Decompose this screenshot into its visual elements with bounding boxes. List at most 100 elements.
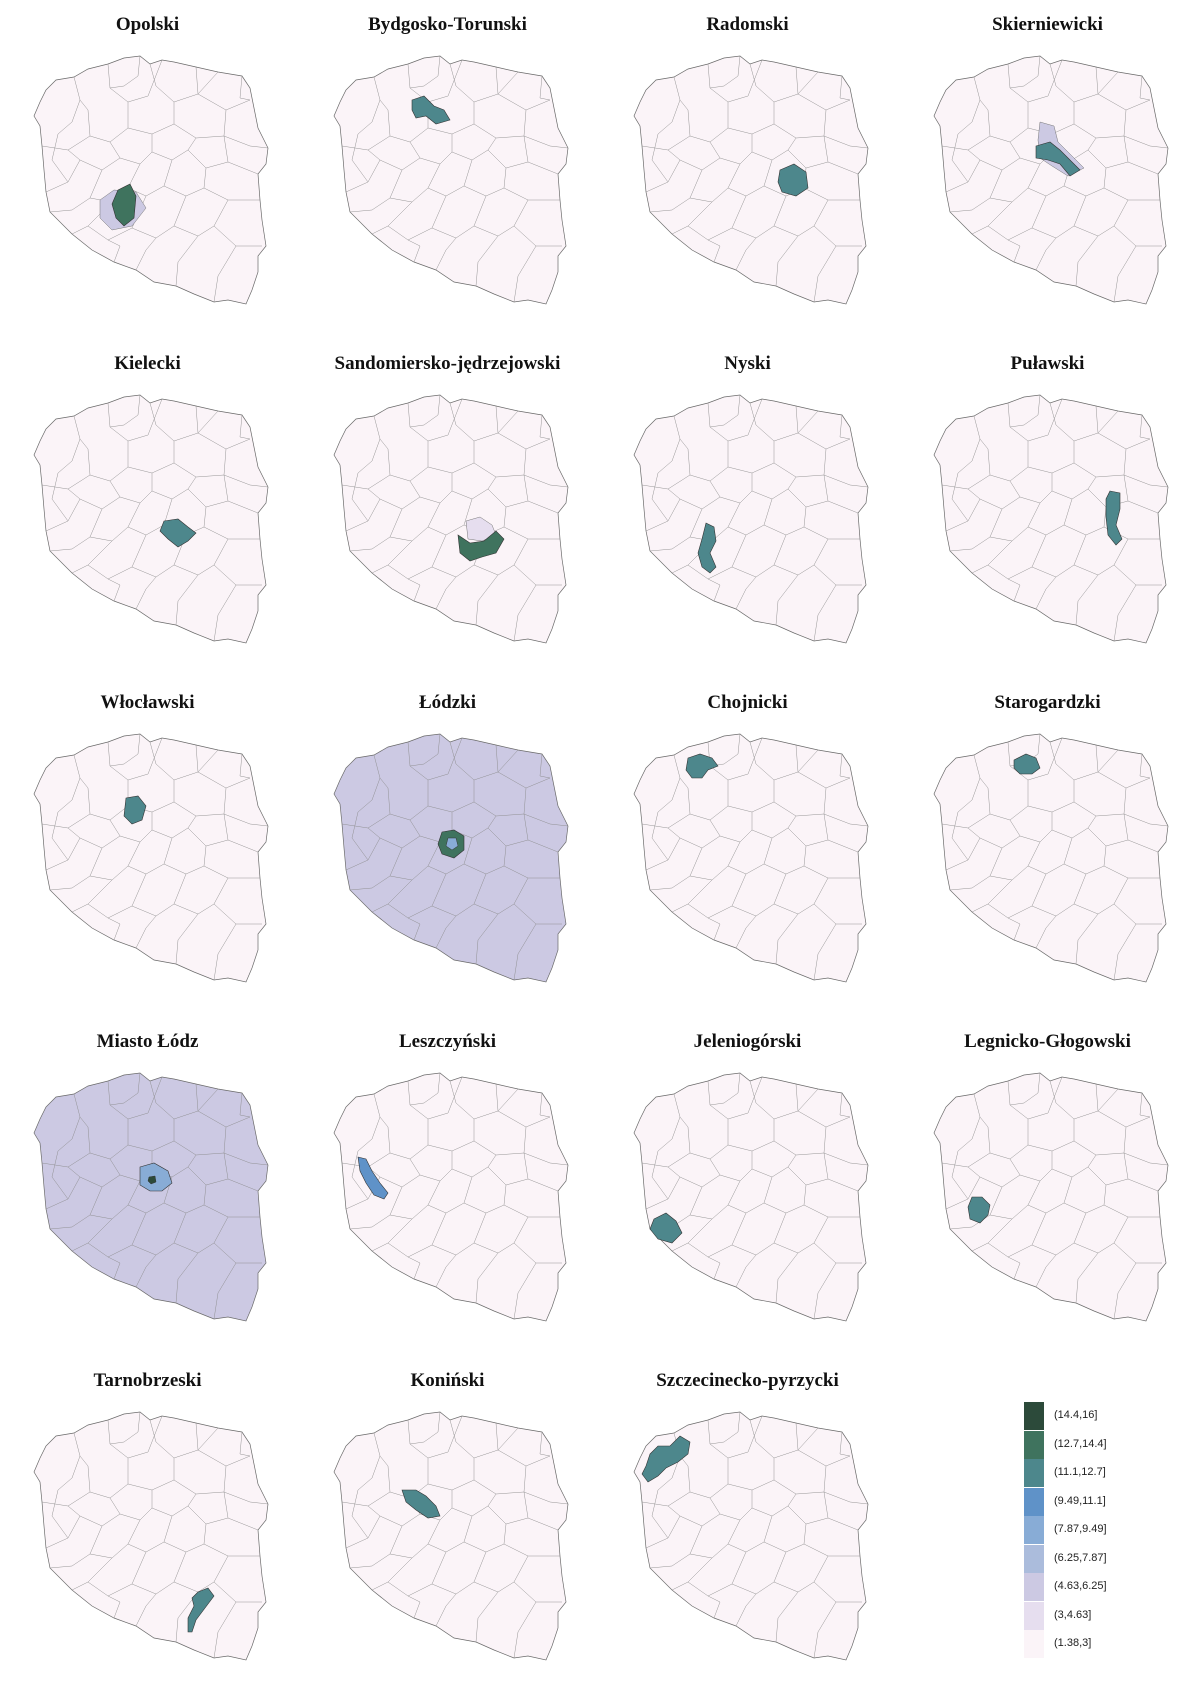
region-border <box>1031 534 1087 578</box>
map-panel-lodzki: Łódzki <box>310 692 585 1022</box>
region-border <box>109 1411 141 1445</box>
map-panel-pulawski: Puławski <box>910 353 1185 683</box>
region-border <box>389 163 441 203</box>
region-border <box>349 169 403 213</box>
region-border <box>1007 1256 1021 1280</box>
region-border <box>351 811 369 861</box>
region-border <box>409 394 441 428</box>
legend-swatch <box>1024 1487 1044 1516</box>
region-border <box>45 149 81 193</box>
region-border <box>357 1432 381 1491</box>
region-border <box>679 1116 691 1154</box>
region-border <box>109 55 141 89</box>
region-border <box>473 1555 529 1593</box>
region-border <box>941 102 1029 151</box>
region-border <box>989 1180 1041 1220</box>
region-border <box>527 1517 559 1531</box>
region-border <box>341 102 429 151</box>
region-border <box>173 199 229 237</box>
region-border <box>223 1491 269 1505</box>
panel-title: Sandomiersko-jędrzejowski <box>334 353 561 374</box>
region-border <box>409 1072 441 1106</box>
region-border <box>1063 845 1107 875</box>
region-border <box>731 1212 787 1256</box>
region-border <box>1127 500 1159 514</box>
region-border <box>427 1119 475 1152</box>
region-border <box>227 500 259 514</box>
region-border <box>1087 813 1129 847</box>
region-border <box>495 1422 551 1467</box>
region-border <box>727 780 775 813</box>
map-panel-szczecinecko-pyrzycki: Szczecinecko-pyrzycki <box>610 1370 885 1700</box>
region-border <box>823 474 869 488</box>
region-border <box>735 237 757 271</box>
region-border <box>687 1551 747 1597</box>
region-border <box>523 135 569 149</box>
region-border <box>763 1184 807 1214</box>
region-border <box>689 1519 741 1559</box>
region-border <box>527 1178 559 1192</box>
region-border <box>227 161 259 175</box>
region-border <box>1075 1252 1099 1304</box>
region-border <box>213 1262 237 1320</box>
map-panel-bydgosko-torunski: Bydgosko-Torunski <box>310 14 585 344</box>
region-border <box>979 1158 1021 1188</box>
map-panel-leszczynski: Leszczyński <box>310 1031 585 1361</box>
region-border <box>707 239 721 263</box>
region-border <box>979 141 1021 171</box>
panel-title: Koniński <box>410 1370 485 1391</box>
region-border <box>813 1601 837 1659</box>
region-border <box>351 133 369 183</box>
region-border <box>1019 473 1053 504</box>
map-panel-skierniewicki: Skierniewicki <box>910 14 1185 344</box>
region-border <box>419 134 453 165</box>
region-border <box>195 405 251 450</box>
region-border <box>795 1422 851 1467</box>
legend-label: (3,4.63] <box>1054 1608 1092 1621</box>
region-border <box>823 1152 869 1166</box>
region-border <box>451 1493 497 1517</box>
region-border <box>731 1551 787 1595</box>
region-border <box>813 245 837 303</box>
region-border <box>949 847 1003 891</box>
region-border <box>1019 1151 1053 1182</box>
region-border <box>957 1093 981 1152</box>
region-border <box>679 819 721 849</box>
region-border <box>773 109 827 139</box>
region-border <box>135 576 157 610</box>
region-border <box>657 415 681 474</box>
legend-swatch <box>1024 1402 1044 1430</box>
region-border <box>223 1152 269 1166</box>
region-border <box>687 873 747 919</box>
region-border <box>1095 405 1151 450</box>
region-border <box>389 1519 441 1559</box>
panel-title: Opolski <box>115 14 180 35</box>
region-border <box>49 1525 103 1569</box>
region-border <box>341 441 429 490</box>
legend-entry: (7.87,9.49] <box>1024 1516 1174 1544</box>
region-border <box>151 137 197 161</box>
region-border <box>1139 753 1151 779</box>
region-border <box>773 1126 827 1156</box>
region-border <box>495 66 551 111</box>
region-border <box>687 195 747 241</box>
region-border <box>1073 109 1127 139</box>
region-border <box>527 500 559 514</box>
region-border <box>827 839 859 853</box>
region-border <box>539 1092 551 1118</box>
region-border <box>523 813 569 827</box>
region-border <box>89 1180 141 1220</box>
region-border <box>87 873 147 919</box>
region-border <box>1035 915 1057 949</box>
region-border <box>957 415 981 474</box>
region-border <box>823 813 869 827</box>
region-border <box>719 1490 753 1521</box>
panel-title: Puławski <box>1010 353 1085 374</box>
region-border <box>173 538 229 576</box>
region-border <box>513 245 537 303</box>
panel-title: Kielecki <box>114 353 181 374</box>
region-border <box>1063 506 1107 536</box>
poland-map <box>933 394 1169 644</box>
region-border <box>427 1515 473 1553</box>
region-border <box>763 506 807 536</box>
